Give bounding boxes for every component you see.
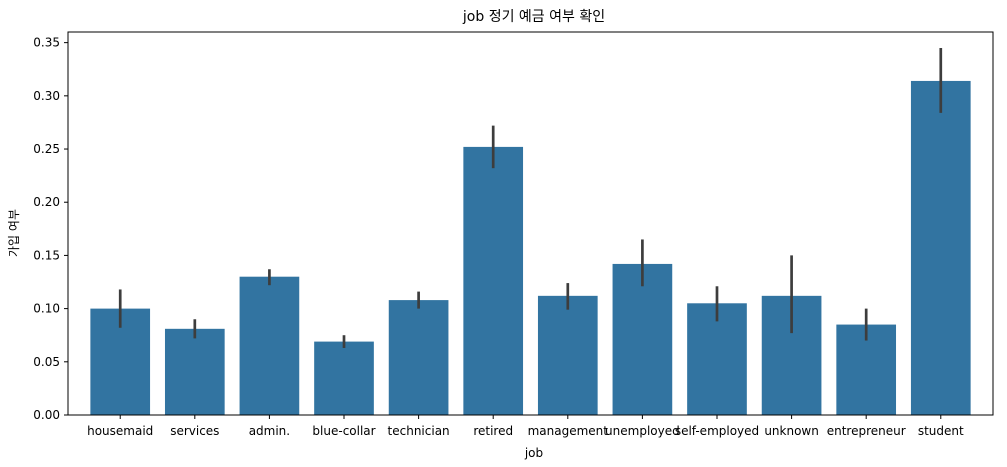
bar-self-employed [687,303,747,415]
x-axis-label: job [524,446,543,460]
bar-services [164,328,225,415]
x-tick-label: student [918,424,964,438]
x-tick-label: housemaid [87,424,153,438]
error-bars-group [118,47,943,348]
x-tick-label: admin. [249,424,290,438]
x-tick-label: unemployed [605,424,680,438]
plot-frame [67,31,994,416]
bar-admin- [239,276,300,415]
bars-group [90,80,971,415]
x-tick-label: management [528,424,609,438]
bar-student [910,80,971,415]
bar-unemployed [612,263,673,415]
y-axis-label: 가입 여부 [7,209,21,257]
y-tick-label: 0.05 [33,355,60,369]
x-tick-label: unknown [764,424,819,438]
bar-technician [388,300,449,415]
x-tick-label: services [170,424,219,438]
x-tick-label: retired [473,424,513,438]
bar-management [537,295,598,415]
y-tick-label: 0.20 [33,195,60,209]
y-tick-label: 0.10 [33,302,60,316]
y-tick-label: 0.15 [33,248,60,262]
bar-retired [463,146,524,415]
bar-blue-collar [314,341,374,415]
y-tick-label: 0.25 [33,142,60,156]
x-tick-label: entrepreneur [827,424,906,438]
y-tick-label: 0.00 [33,408,60,422]
x-tick-label: self-employed [675,424,759,438]
x-tick-label: blue-collar [312,424,375,438]
y-axis: 0.00 0.05 0.10 0.15 0.20 0.25 0.30 0.35 [33,36,68,422]
y-tick-label: 0.35 [33,36,60,50]
y-tick-label: 0.30 [33,89,60,103]
x-axis: housemaid services admin. blue-collar techni… [87,415,964,438]
x-tick-label: technician [388,424,450,438]
chart-title: job 정기 예금 여부 확인 [462,9,605,25]
